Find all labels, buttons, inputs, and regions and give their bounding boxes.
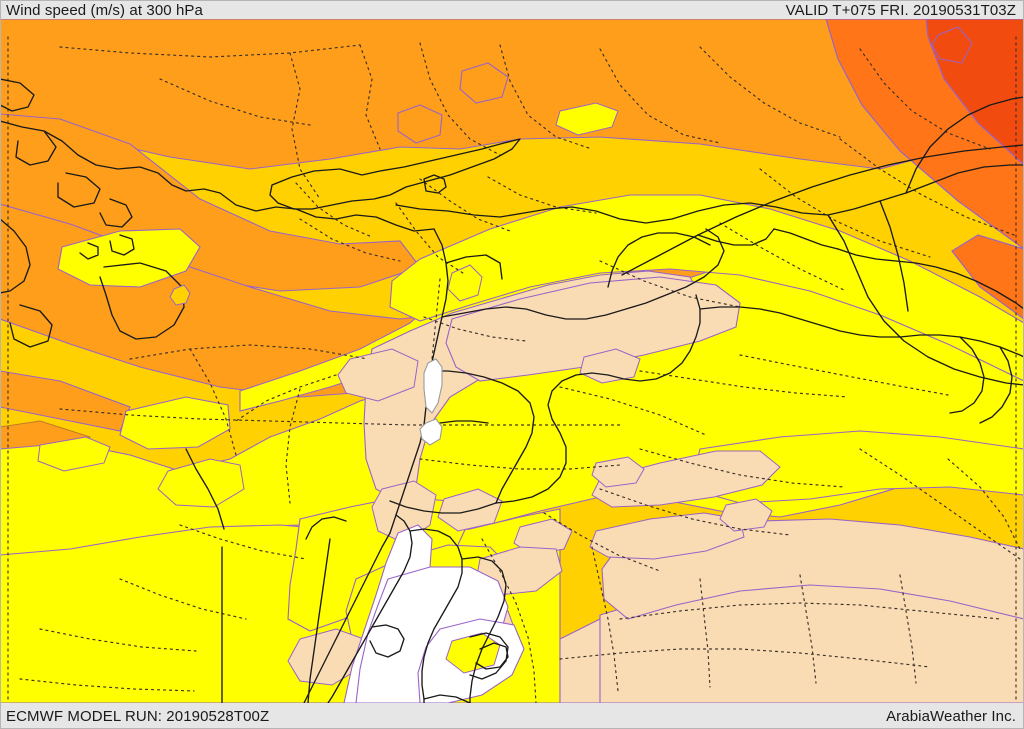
contour-high-blob-turkey-a: [397, 104, 443, 144]
contour-veryhigh-ne-tail: [951, 234, 1024, 320]
contour-low-blob-c: [513, 518, 573, 556]
dead-sea-south: [419, 418, 443, 446]
water-bodies: [169, 284, 443, 446]
contour-high-west-lobe: [0, 370, 131, 432]
contour-moderate-blob-nw: [57, 228, 201, 288]
contour-moderate-ellipse-sw: [37, 436, 111, 472]
contour-moderate-pocket-turkey-b: [555, 102, 619, 136]
contour-low-arabia-ribbon2: [589, 512, 745, 560]
contour-moderate-inside-white: [445, 632, 501, 674]
page-title: Wind speed (m/s) at 300 hPa: [6, 2, 203, 19]
band-extreme-group: [925, 19, 1024, 166]
contour-low-blob-a: [579, 348, 641, 384]
contour-high-blob-turkey-b: [459, 62, 509, 104]
model-run-label: ECMWF MODEL RUN: 20190528T00Z: [6, 708, 270, 725]
admin-boundaries: [7, 36, 1021, 703]
contour-low-blob-e: [591, 456, 645, 488]
contour-low-arabia-ribbon: [591, 450, 781, 508]
contour-moderate-blob-centre-left: [119, 396, 231, 450]
coastlines-and-borders: [0, 78, 1024, 703]
contour-map-svg: [0, 19, 1024, 703]
contour-moderate-iraq-band: [389, 194, 1024, 382]
small-lake-west: [169, 284, 191, 306]
valid-time-label: VALID T+075 FRI. 20190531T03Z: [785, 2, 1016, 19]
contour-moderate-blob-centre-left2: [157, 458, 245, 508]
contour-low-blob-d: [719, 498, 773, 532]
contour-moderate-ne-arabia: [689, 430, 1024, 504]
header-bar: Wind speed (m/s) at 300 hPa VALID T+075 …: [0, 0, 1024, 19]
contour-moderate-pocket-turkey-a: [447, 264, 483, 302]
contour-extreme-blob: [931, 26, 973, 64]
contour-low-jordan-east: [445, 276, 741, 382]
contour-low-sinai: [337, 348, 419, 402]
footer-bar: ECMWF MODEL RUN: 20190528T00Z ArabiaWeat…: [0, 703, 1024, 729]
brand-label: ArabiaWeather Inc.: [886, 708, 1016, 725]
map-canvas[interactable]: [0, 19, 1024, 703]
dead-sea-north: [423, 358, 443, 414]
contour-low-blob-b: [437, 488, 503, 532]
